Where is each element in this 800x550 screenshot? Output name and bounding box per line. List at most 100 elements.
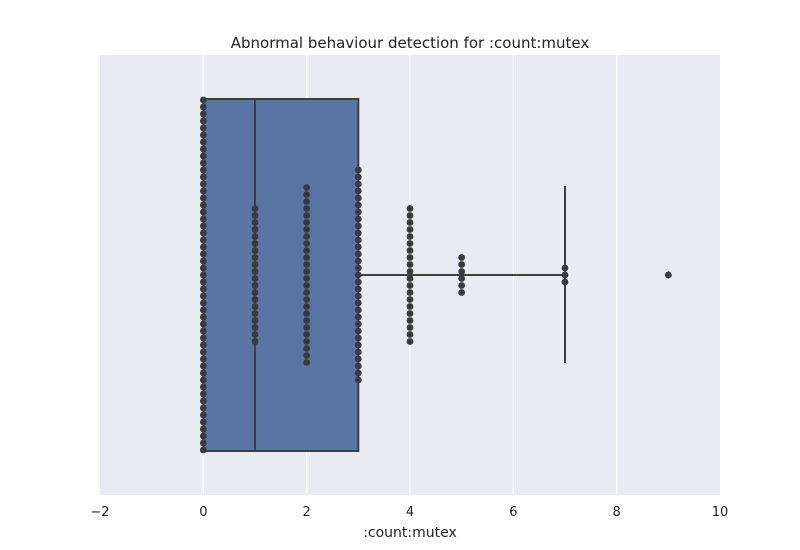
swarm-point — [199, 229, 207, 237]
swarm-point — [561, 271, 569, 279]
swarm-point — [199, 334, 207, 342]
swarm-point — [199, 110, 207, 118]
swarm-point — [354, 320, 362, 328]
interquartile-box — [202, 98, 360, 452]
swarm-point — [354, 278, 362, 286]
swarm-point — [199, 418, 207, 426]
swarm-point — [354, 285, 362, 293]
swarm-point — [406, 317, 414, 324]
swarm-point — [199, 131, 207, 139]
swarm-point — [458, 261, 466, 268]
swarm-point — [303, 317, 311, 324]
swarm-point — [354, 222, 362, 230]
swarm-point — [199, 327, 207, 335]
swarm-point — [251, 268, 259, 275]
chart-title: Abnormal behaviour detection for :count:… — [231, 34, 590, 52]
x-tick-label: 4 — [406, 505, 414, 520]
swarm-point — [199, 446, 207, 454]
swarm-point — [303, 247, 311, 254]
swarm-point — [303, 296, 311, 303]
swarm-point — [354, 194, 362, 202]
swarm-point — [354, 187, 362, 195]
swarm-point — [199, 166, 207, 174]
swarm-point — [251, 324, 259, 331]
swarm-point — [251, 289, 259, 296]
swarm-point — [354, 327, 362, 335]
swarm-point — [354, 243, 362, 251]
swarm-point — [199, 124, 207, 132]
swarm-point — [199, 278, 207, 286]
swarm-point — [199, 243, 207, 251]
swarm-point — [199, 383, 207, 391]
swarm-point — [303, 324, 311, 331]
swarm-point — [199, 376, 207, 384]
swarm-point — [406, 282, 414, 289]
swarm-point — [354, 166, 362, 174]
swarm-point — [251, 205, 259, 212]
swarm-point — [406, 226, 414, 233]
swarm-point — [251, 331, 259, 338]
swarm-point — [199, 215, 207, 223]
swarm-point — [458, 275, 466, 282]
swarm-point — [303, 289, 311, 296]
x-tick-label: 10 — [712, 505, 729, 520]
swarm-point — [406, 205, 414, 212]
swarm-point — [199, 439, 207, 447]
swarm-point — [199, 320, 207, 328]
swarm-point — [199, 313, 207, 321]
swarm-point — [303, 254, 311, 261]
swarm-point — [303, 205, 311, 212]
swarm-point — [354, 362, 362, 370]
swarm-point — [458, 289, 466, 296]
swarm-point — [303, 240, 311, 247]
swarm-point — [354, 250, 362, 258]
swarm-point — [199, 285, 207, 293]
swarm-point — [199, 264, 207, 272]
swarm-point — [354, 376, 362, 384]
swarm-point — [354, 215, 362, 223]
swarm-point — [199, 138, 207, 146]
swarm-point — [354, 271, 362, 279]
swarm-point — [406, 219, 414, 226]
swarm-point — [251, 233, 259, 240]
x-tick-label: 6 — [509, 505, 517, 520]
swarm-point — [354, 201, 362, 209]
swarm-point — [199, 103, 207, 111]
swarm-point — [354, 264, 362, 272]
swarm-point — [303, 310, 311, 317]
swarm-point — [251, 261, 259, 268]
swarm-point — [251, 212, 259, 219]
swarm-point — [199, 397, 207, 405]
swarm-point — [406, 303, 414, 310]
swarm-point — [251, 282, 259, 289]
swarm-point — [303, 338, 311, 345]
swarm-point — [406, 338, 414, 345]
swarm-point — [199, 362, 207, 370]
swarm-point — [406, 331, 414, 338]
swarm-point — [251, 338, 259, 345]
swarm-point — [199, 187, 207, 195]
swarm-point — [199, 341, 207, 349]
swarm-point — [303, 331, 311, 338]
swarm-point — [406, 261, 414, 268]
swarm-point — [199, 432, 207, 440]
x-tick-label: 0 — [199, 505, 207, 520]
swarm-point — [354, 180, 362, 188]
x-tick-label: 2 — [303, 505, 311, 520]
swarm-point — [354, 341, 362, 349]
swarm-point — [251, 226, 259, 233]
swarm-point — [199, 201, 207, 209]
swarm-point — [354, 355, 362, 363]
swarm-point — [354, 292, 362, 300]
swarm-point — [199, 369, 207, 377]
swarm-point — [354, 236, 362, 244]
x-tick-label: 8 — [613, 505, 621, 520]
swarm-point — [303, 352, 311, 359]
swarm-point — [354, 229, 362, 237]
swarm-point — [354, 313, 362, 321]
swarm-point — [251, 247, 259, 254]
swarm-point — [199, 404, 207, 412]
swarm-point — [251, 303, 259, 310]
swarm-point — [406, 240, 414, 247]
